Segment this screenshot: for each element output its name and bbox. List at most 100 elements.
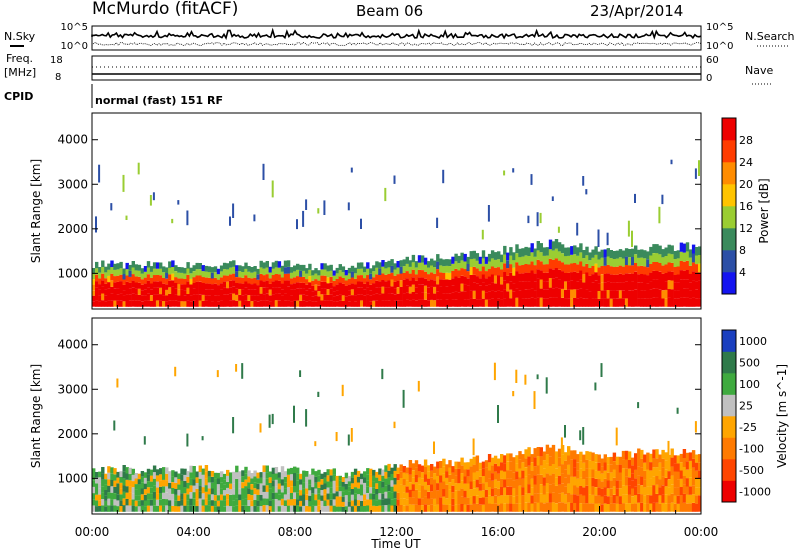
- power-cell: [213, 295, 218, 301]
- power-cell: [500, 284, 504, 292]
- power-cell: [183, 284, 187, 291]
- power-cell: [134, 288, 138, 295]
- power-cell: [302, 270, 306, 277]
- velocity-cell: [427, 465, 431, 472]
- power-cell: [570, 263, 574, 273]
- power-cell: [673, 282, 677, 291]
- power-scatter-echo: [530, 174, 533, 185]
- velocity-cell: [579, 451, 583, 461]
- power-cell: [661, 265, 665, 274]
- velocity-cell: [518, 477, 522, 486]
- velocity-cell: [162, 467, 166, 474]
- power-cell: [497, 251, 501, 260]
- velocity-cell: [420, 505, 425, 512]
- velocity-cell: [442, 473, 446, 482]
- velocity-cell: [198, 491, 202, 499]
- velocity-cell: [493, 479, 498, 488]
- velocity-cell: [533, 457, 537, 467]
- velocity-cell: [146, 505, 151, 512]
- velocity-cell: [539, 493, 543, 503]
- power-cell: [493, 299, 498, 307]
- velocity-scatter-echo: [317, 391, 320, 397]
- power-cell: [466, 264, 470, 272]
- velocity-cell: [588, 460, 592, 469]
- power-cell: [131, 287, 135, 294]
- velocity-cell: [673, 455, 677, 464]
- power-cell: [332, 301, 336, 307]
- power-cell: [646, 267, 650, 276]
- velocity-cell: [576, 454, 580, 463]
- power-cell: [268, 266, 272, 273]
- velocity-cell: [289, 505, 294, 512]
- velocity-cell: [500, 503, 504, 512]
- velocity-cell: [457, 461, 461, 469]
- velocity-cell: [487, 487, 492, 496]
- velocity-cell: [299, 484, 303, 490]
- velocity-cell: [524, 467, 528, 477]
- power-cell: [347, 295, 352, 302]
- power-cell: [229, 287, 233, 294]
- velocity-cell: [317, 481, 321, 488]
- power-cell: [366, 275, 370, 282]
- velocity-cell: [207, 500, 212, 506]
- power-cell: [624, 256, 629, 265]
- velocity-cell: [585, 477, 589, 486]
- power-cell: [320, 281, 324, 289]
- velocity-cell: [137, 500, 142, 507]
- velocity-cell: [554, 468, 559, 478]
- velocity-cell: [533, 475, 537, 485]
- velocity-cell: [603, 478, 607, 488]
- velocity-cell: [469, 481, 473, 490]
- power-cell: [296, 269, 300, 276]
- velocity-cell: [484, 504, 489, 512]
- velocity-cell: [344, 489, 349, 496]
- velocity-cell: [226, 475, 230, 482]
- power-cell: [667, 280, 671, 290]
- velocity-cell: [201, 468, 205, 475]
- velocity-cell: [673, 471, 677, 480]
- velocity-cell: [125, 492, 129, 499]
- velocity-cell: [509, 478, 513, 487]
- velocity-cell: [350, 477, 355, 484]
- power-cell: [655, 244, 659, 254]
- velocity-cell: [271, 467, 276, 474]
- power-cell: [634, 245, 638, 255]
- power-cell: [588, 283, 592, 292]
- power-cell: [460, 291, 464, 299]
- power-cell: [603, 249, 607, 258]
- velocity-cell: [402, 472, 406, 479]
- power-cell: [366, 268, 370, 276]
- velocity-cell: [414, 489, 419, 498]
- power-cell: [152, 275, 157, 282]
- velocity-cell: [579, 477, 583, 486]
- velocity-cell: [238, 506, 242, 512]
- power-cell: [399, 286, 403, 294]
- velocity-cell: [606, 457, 610, 465]
- power-cell: [265, 267, 269, 274]
- power-cell: [226, 269, 230, 276]
- power-cell: [165, 273, 169, 279]
- velocity-cell: [627, 485, 632, 495]
- velocity-cell: [110, 486, 114, 493]
- power-cell: [375, 261, 379, 268]
- power-cell: [591, 265, 595, 275]
- power-cell: [201, 283, 205, 289]
- velocity-cell: [274, 479, 279, 487]
- power-cell: [201, 288, 205, 295]
- power-cell: [125, 269, 129, 276]
- power-cell: [378, 281, 382, 288]
- velocity-cell: [149, 475, 154, 482]
- power-cell: [594, 289, 598, 299]
- power-cell: [536, 259, 540, 270]
- power-cell: [180, 289, 184, 296]
- velocity-cell: [149, 487, 154, 494]
- power-cell: [551, 241, 556, 251]
- power-cell: [143, 277, 148, 284]
- power-cell: [381, 293, 385, 301]
- power-cell: [338, 270, 342, 277]
- velocity-cell: [588, 486, 592, 495]
- velocity-cell: [490, 457, 495, 466]
- velocity-cell: [500, 495, 504, 504]
- power-cell: [451, 285, 455, 293]
- velocity-cell: [405, 499, 409, 506]
